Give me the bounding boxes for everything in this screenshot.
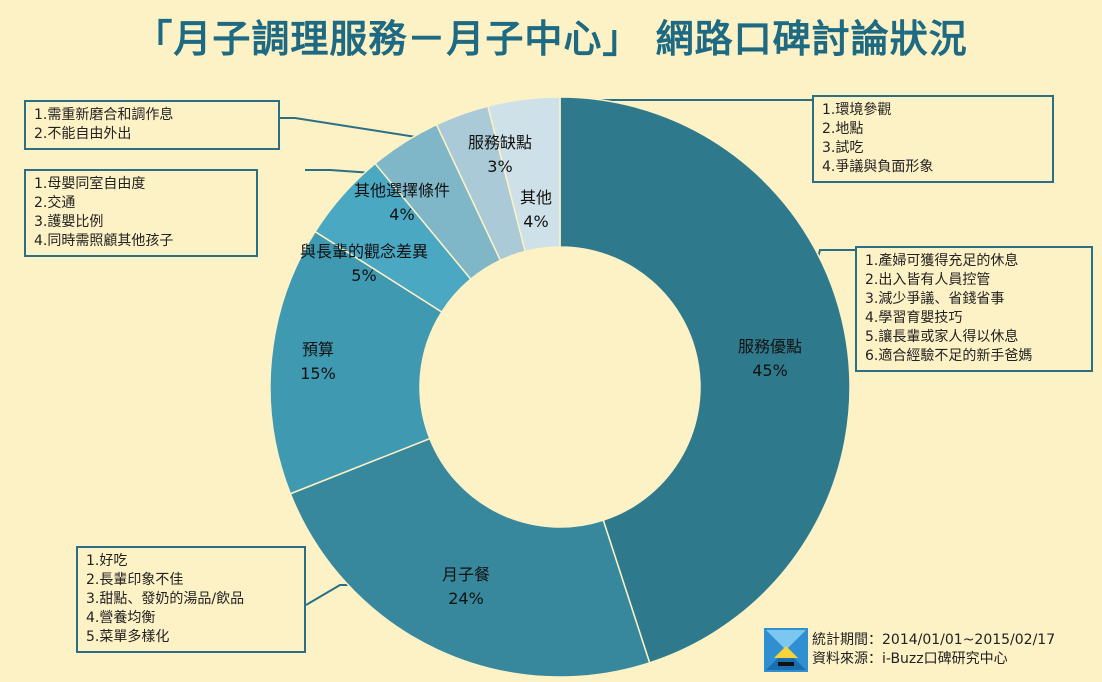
note-other-conditions: 1.母嬰同室自由度 2.交通 3.護嬰比例 4.同時需照顧其他孩子 <box>24 169 258 257</box>
slice-value-label: 3% <box>487 157 512 176</box>
note-item: 3.減少爭議、省錢省事 <box>865 291 1005 307</box>
footer-source: 資料來源：i-Buzz口碑研究中心 <box>812 651 1008 667</box>
slice-value-label: 24% <box>448 589 484 608</box>
note-item: 2.出入皆有人員控管 <box>865 272 991 288</box>
slice-category-label: 服務缺點 <box>468 133 532 152</box>
slice-category-label: 與長輩的觀念差異 <box>300 242 428 261</box>
slice-value-label: 15% <box>300 364 336 383</box>
note-item: 1.環境參觀 <box>822 102 892 118</box>
note-advantages: 1.產婦可獲得充足的休息 2.出入皆有人員控管 3.減少爭議、省錢省事 4.學習育嬰技… <box>855 246 1093 372</box>
footer: 統計期間：2014/01/01~2015/02/17 資料來源：i-Buzz口碑… <box>764 627 1055 673</box>
note-item: 1.需重新磨合和調作息 <box>34 107 174 123</box>
note-item: 4.學習育嬰技巧 <box>865 310 963 326</box>
note-meals: 1.好吃 2.長輩印象不佳 3.甜點、發奶的湯品/飲品 4.營養均衡 5.菜單多樣化 <box>76 546 306 653</box>
note-item: 4.同時需照顧其他孩子 <box>34 233 174 249</box>
note-item: 1.產婦可獲得充足的休息 <box>865 253 1019 269</box>
ibuzz-logo-icon <box>764 628 808 672</box>
slice-value-label: 4% <box>389 205 414 224</box>
chart-title: 「月子調理服務－月子中心」 網路口碑討論狀況 <box>134 17 968 61</box>
note-item: 4.營養均衡 <box>86 610 156 626</box>
donut-hole <box>420 247 700 527</box>
slice-value-label: 45% <box>752 361 788 380</box>
note-item: 1.母嬰同室自由度 <box>34 176 146 192</box>
note-item: 5.菜單多樣化 <box>86 629 170 645</box>
note-disadvantages: 1.需重新磨合和調作息 2.不能自由外出 <box>24 100 280 150</box>
slice-category-label: 其他 <box>520 188 552 207</box>
note-item: 5.讓長輩或家人得以休息 <box>865 329 1019 345</box>
slice-value-label: 4% <box>523 212 548 231</box>
note-item: 1.好吃 <box>86 553 128 569</box>
note-item: 3.試吃 <box>822 140 864 156</box>
note-item: 2.長輩印象不佳 <box>86 572 184 588</box>
note-item: 3.甜點、發奶的湯品/飲品 <box>86 591 245 607</box>
slice-value-label: 5% <box>351 266 376 285</box>
note-item: 4.爭議與負面形象 <box>822 159 934 175</box>
note-item: 2.交通 <box>34 195 76 211</box>
slice-category-label: 其他選擇條件 <box>354 181 450 200</box>
slice-category-label: 預算 <box>302 340 334 359</box>
note-item: 2.地點 <box>822 121 864 137</box>
slice-labels: 服務優點 45% 月子餐 24% 預算 15% 與長輩的觀念差異 5% 其他選擇條件 4% 服務缺點… <box>300 133 802 608</box>
connector-disadvantages <box>280 117 449 143</box>
slice-category-label: 服務優點 <box>738 337 802 356</box>
note-item: 2.不能自由外出 <box>34 126 132 142</box>
donut-slices <box>269 96 851 678</box>
note-item: 6.適合經驗不足的新手爸媽 <box>865 348 1033 364</box>
slice-category-label: 月子餐 <box>442 565 490 584</box>
footer-period: 統計期間：2014/01/01~2015/02/17 <box>812 632 1056 648</box>
note-others: 1.環境參觀 2.地點 3.試吃 4.爭議與負面形象 <box>812 95 1054 183</box>
note-item: 3.護嬰比例 <box>34 214 104 230</box>
